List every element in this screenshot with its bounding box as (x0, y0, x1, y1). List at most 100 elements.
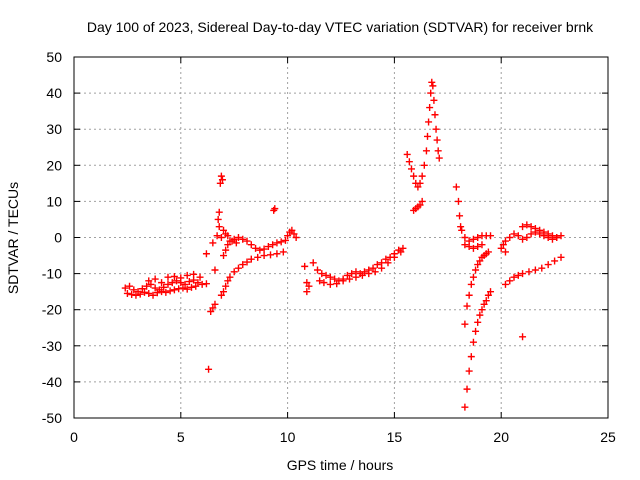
series-arc-cap (217, 226, 240, 247)
data-point (538, 264, 546, 272)
data-point (427, 89, 435, 97)
series-points-11 (301, 262, 313, 296)
data-point (416, 201, 424, 209)
data-point (461, 320, 469, 328)
data-point (147, 280, 155, 288)
data-point (525, 268, 533, 276)
data-point (130, 286, 138, 294)
series-curve-late-upper (501, 228, 565, 245)
data-point (143, 282, 151, 290)
data-point (333, 280, 341, 288)
data-point (226, 273, 234, 281)
data-point (506, 234, 514, 241)
data-point (501, 237, 509, 245)
data-point (465, 367, 473, 375)
data-point (540, 228, 548, 236)
data-point (281, 236, 289, 244)
series-base-16 (410, 197, 426, 214)
data-point (170, 286, 178, 294)
data-point (514, 232, 522, 240)
data-point (399, 244, 407, 252)
data-point (465, 291, 473, 299)
series-drop-17-18 (452, 183, 466, 234)
data-point (279, 248, 287, 256)
data-point (220, 288, 228, 296)
series-trend-11-15-b (316, 248, 405, 288)
data-point (318, 270, 326, 278)
data-point (243, 258, 251, 266)
series-band-c (145, 270, 204, 287)
data-point (527, 223, 535, 231)
data-point (215, 208, 223, 216)
data-point (527, 230, 535, 238)
y-tick-label: 50 (46, 49, 62, 65)
data-point (164, 273, 172, 281)
data-point (454, 197, 462, 205)
data-point (369, 264, 377, 272)
y-tick-label: -30 (42, 338, 62, 354)
data-point (467, 353, 475, 361)
chart-title: Day 100 of 2023, Sidereal Day-to-day VTE… (87, 19, 594, 35)
data-point (418, 172, 426, 180)
series-band-b (123, 282, 200, 299)
series-curve-late-lower (501, 253, 565, 288)
series-arc-18-19-lower (461, 241, 486, 252)
data-point (465, 243, 473, 251)
data-point (190, 270, 198, 278)
data-point (168, 279, 176, 287)
data-point (519, 223, 527, 231)
data-point (322, 271, 330, 279)
axis-ticks: 0 5 10 15 20 25 -50 -40 -30 -20 -10 0 10 20 30 40 50 (42, 49, 616, 445)
data-point (390, 253, 398, 261)
data-point (531, 224, 539, 232)
data-point (428, 78, 436, 86)
data-point (170, 272, 178, 280)
data-point (548, 232, 556, 240)
data-point (331, 275, 339, 283)
data-point (407, 165, 415, 173)
data-point (478, 241, 486, 249)
data-point (420, 161, 428, 169)
data-point (469, 235, 477, 243)
y-tick-label: -50 (42, 410, 62, 426)
y-tick-label: 0 (54, 230, 62, 246)
data-point (254, 253, 262, 261)
data-point (267, 251, 275, 259)
data-point (234, 264, 242, 272)
data-point (214, 215, 222, 223)
data-point (185, 278, 193, 286)
data-point (138, 285, 146, 293)
x-tick-label: 0 (70, 429, 78, 445)
data-point (499, 241, 507, 249)
data-point (158, 279, 166, 287)
data-point (224, 241, 232, 249)
data-point (217, 172, 225, 180)
data-point (469, 273, 477, 281)
data-point (207, 308, 215, 316)
data-point (211, 300, 219, 308)
data-point (145, 277, 153, 285)
data-point (239, 261, 247, 269)
data-point (339, 277, 347, 285)
data-point (365, 270, 373, 278)
data-point (536, 226, 544, 234)
data-point (348, 270, 356, 278)
y-tick-label: 40 (46, 85, 62, 101)
data-point (469, 338, 477, 346)
data-point (260, 252, 268, 260)
data-point (461, 234, 469, 241)
data-point (557, 232, 565, 240)
data-point (343, 271, 351, 279)
data-point (288, 226, 296, 234)
data-markers (121, 78, 565, 411)
data-point (232, 239, 240, 247)
data-point (510, 230, 518, 238)
data-point (256, 246, 264, 254)
data-point (209, 304, 217, 312)
data-point (416, 179, 424, 187)
data-point (173, 277, 181, 285)
data-point (271, 205, 279, 213)
data-point (305, 282, 313, 290)
data-point (213, 232, 221, 240)
